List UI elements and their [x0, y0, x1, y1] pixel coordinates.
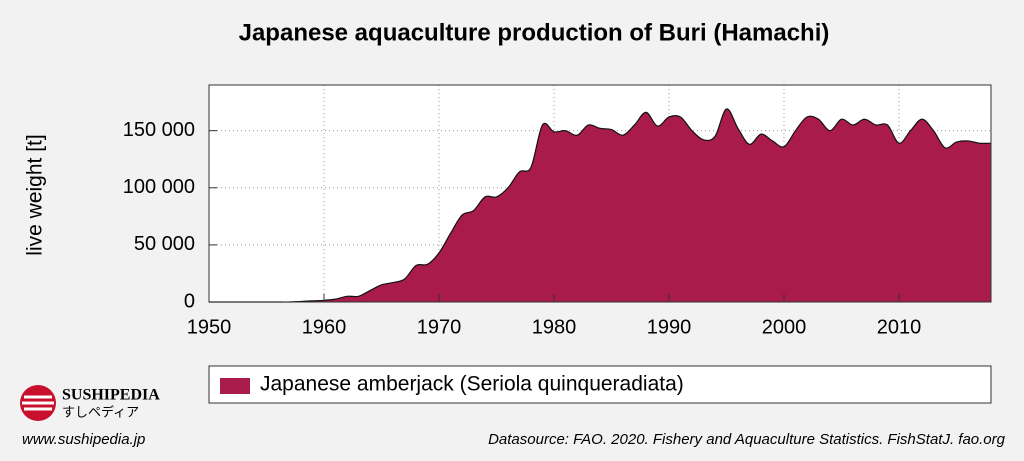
- logo-subtitle: すしペディア: [62, 404, 139, 419]
- x-tick-label: 2000: [762, 316, 807, 338]
- x-tick-label: 1980: [532, 316, 577, 338]
- logo: [20, 385, 56, 421]
- x-tick-label: 1990: [647, 316, 692, 338]
- logo-name: SUSHIPEDIA: [62, 387, 160, 404]
- legend: [208, 365, 992, 404]
- url: www.sushipedia.jp: [22, 431, 145, 448]
- y-tick-label: 100 000: [123, 176, 195, 198]
- x-tick-label: 2010: [877, 316, 922, 338]
- plot-frame: [208, 84, 992, 303]
- x-tick-label: 1950: [187, 316, 232, 338]
- y-tick-label: 0: [184, 290, 195, 312]
- legend-swatch: [220, 378, 250, 394]
- area: [209, 108, 991, 303]
- x-tick-label: 1960: [302, 316, 347, 338]
- x-tick-label: 1970: [417, 316, 462, 338]
- chart-title: Japanese aquaculture production of Buri …: [239, 19, 830, 46]
- legend-label: Japanese amberjack (Seriola quinqueradia…: [260, 373, 684, 396]
- area-outline: [209, 108, 992, 303]
- logo-stripes: [22, 395, 54, 411]
- y-tick-label: 150 000: [123, 119, 195, 141]
- y-tick-label: 50 000: [134, 233, 195, 255]
- y-axis-label: live weight [t]: [24, 134, 47, 255]
- source: Datasource: FAO. 2020. Fishery and Aquac…: [488, 431, 1006, 448]
